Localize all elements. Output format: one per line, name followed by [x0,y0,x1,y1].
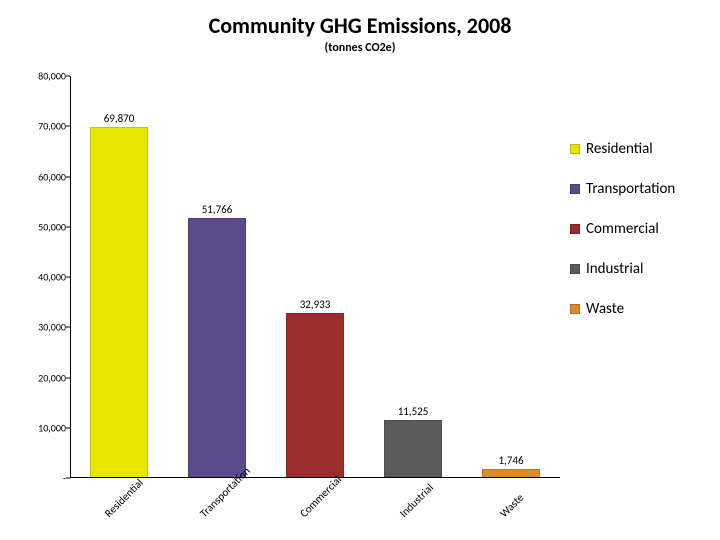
category-label: Residential [102,476,146,520]
bar-slot: 51,766 [168,76,266,478]
category-label: Waste [497,491,526,520]
legend-label: Industrial [586,260,643,278]
bar-value-label: 51,766 [202,203,233,216]
chart-area: -10,00020,00030,00040,00050,00060,00070,… [34,76,560,478]
bar [188,218,247,478]
bars-group: 69,870 51,766 32,933 11,525 1,746 [70,76,560,478]
legend-swatch [570,224,580,234]
bar-value-label: 69,870 [104,112,135,125]
category-slot: Transportation [168,478,266,534]
bar-slot: 32,933 [266,76,364,478]
y-tick-label: 70,000 [38,120,66,133]
legend-item: Commercial [570,220,710,238]
y-tick-label: 80,000 [38,70,66,83]
bar [90,127,149,478]
chart-title: Community GHG Emissions, 2008 [0,0,720,39]
legend-swatch [570,304,580,314]
bar [286,313,345,478]
y-axis [70,76,71,478]
legend: Residential Transportation Commercial Indus… [570,140,710,340]
bar-value-label: 11,525 [398,405,429,418]
bar-slot: 1,746 [462,76,560,478]
bar-slot: 11,525 [364,76,462,478]
category-slot: Industrial [364,478,462,534]
category-label: Industrial [397,481,436,520]
legend-swatch [570,144,580,154]
legend-label: Transportation [586,180,675,198]
y-tick-label: 60,000 [38,170,66,183]
category-slot: Residential [70,478,168,534]
y-tick-label: 10,000 [38,421,66,434]
category-label: Commercial [297,473,344,520]
legend-label: Waste [586,300,624,318]
legend-item: Transportation [570,180,710,198]
chart-container: Community GHG Emissions, 2008 (tonnes CO… [0,0,720,540]
legend-label: Residential [586,140,653,158]
y-tick-label: 20,000 [38,371,66,384]
y-tick-label: 40,000 [38,271,66,284]
legend-item: Residential [570,140,710,158]
category-slot: Waste [462,478,560,534]
category-slot: Commercial [266,478,364,534]
legend-label: Commercial [586,220,659,238]
legend-item: Waste [570,300,710,318]
y-tick-label: 30,000 [38,321,66,334]
bar [384,420,443,478]
bar-slot: 69,870 [70,76,168,478]
chart-subtitle: (tonnes CO2e) [0,41,720,55]
legend-item: Industrial [570,260,710,278]
bar-value-label: 1,746 [498,454,523,467]
category-labels: Residential TransportationCommercial Indus… [70,478,560,534]
plot-area: -10,00020,00030,00040,00050,00060,00070,… [34,76,560,478]
bar-value-label: 32,933 [300,298,331,311]
legend-swatch [570,184,580,194]
legend-swatch [570,264,580,274]
y-tick-label: 50,000 [38,220,66,233]
